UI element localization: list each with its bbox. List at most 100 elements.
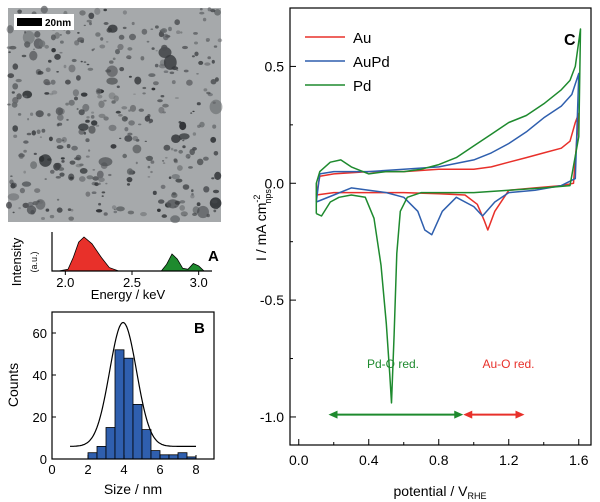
nanoparticle — [39, 154, 52, 167]
nanoparticle — [21, 54, 27, 58]
nanoparticle — [206, 213, 210, 218]
nanoparticle — [121, 106, 128, 110]
nanoparticle — [122, 153, 127, 159]
nanoparticle — [169, 71, 175, 75]
panel-c-x-axis-text: potential / VRHE — [394, 483, 487, 501]
x-tick-label: 1.6 — [569, 452, 589, 468]
nanoparticle — [186, 79, 193, 86]
legend-item-au: Au — [305, 30, 371, 47]
nanoparticle — [205, 38, 210, 42]
nanoparticle — [132, 136, 139, 141]
x-axis-label-subscript: RHE — [467, 491, 486, 501]
histogram-bar — [87, 452, 98, 460]
nanoparticle — [103, 22, 109, 25]
nanoparticle — [210, 79, 217, 85]
nanoparticle — [23, 149, 27, 153]
nanoparticle — [85, 138, 90, 143]
nanoparticle — [142, 92, 146, 95]
y-axis-label-superscript: -2 — [252, 195, 262, 203]
panel-b-y-axis-label: Counts — [5, 363, 21, 407]
nanoparticle — [50, 169, 55, 174]
nanoparticle — [86, 175, 94, 180]
nanoparticle — [211, 199, 218, 204]
nanoparticle — [76, 75, 81, 81]
scale-bar — [17, 18, 42, 26]
nanoparticle — [44, 81, 51, 86]
nanoparticle — [75, 163, 83, 168]
nanoparticle — [158, 199, 165, 204]
nanoparticle — [12, 63, 19, 70]
nanoparticle — [45, 208, 50, 212]
nanoparticle — [70, 208, 74, 212]
nanoparticle — [153, 81, 159, 86]
nanoparticle — [196, 73, 199, 75]
nanoparticle — [170, 215, 181, 224]
nanoparticle — [174, 200, 181, 205]
nanoparticle — [162, 111, 166, 114]
annotation-arrowhead-right-2 — [515, 410, 525, 419]
nanoparticle — [87, 67, 94, 71]
nanoparticle — [127, 132, 133, 136]
nanoparticle — [165, 202, 168, 204]
nanoparticle — [65, 102, 69, 106]
nanoparticle — [77, 31, 80, 34]
nanoparticle — [7, 73, 15, 79]
y-tick-label: -1.0 — [260, 409, 284, 425]
nanoparticle — [214, 171, 222, 180]
panel-a-label: A — [208, 248, 219, 265]
tem-image: 20nm — [6, 5, 223, 224]
scale-bar-label: 20nm — [45, 18, 71, 29]
nanoparticle — [171, 80, 176, 85]
y-tick-label: -0.5 — [260, 292, 284, 308]
nanoparticle — [66, 144, 71, 149]
nanoparticle — [56, 145, 64, 150]
annotation-arrowhead-left-2 — [463, 410, 473, 419]
y-tick-label: 0.0 — [265, 175, 285, 191]
nanoparticle — [98, 113, 106, 118]
nanoparticle — [106, 77, 118, 85]
nanoparticle — [213, 151, 219, 156]
nanoparticle — [57, 114, 64, 121]
nanoparticle — [175, 178, 183, 183]
nanoparticle — [161, 214, 167, 218]
nanoparticle — [196, 158, 204, 166]
nanoparticle — [12, 125, 18, 132]
nanoparticle — [67, 208, 72, 212]
nanoparticle — [124, 135, 133, 142]
nanoparticle — [92, 176, 99, 181]
histogram-bar — [123, 357, 134, 460]
nanoparticle — [206, 91, 211, 95]
nanoparticle — [82, 103, 90, 112]
nanoparticle — [105, 41, 109, 43]
nanoparticle — [180, 211, 188, 217]
legend-item-pd: Pd — [305, 78, 371, 95]
nanoparticle — [65, 30, 71, 35]
nanoparticle — [122, 26, 127, 30]
nanoparticle — [6, 201, 12, 209]
nanoparticle — [163, 144, 171, 151]
edx-spectrum — [58, 236, 205, 272]
nanoparticle — [89, 22, 92, 26]
nanoparticle — [203, 186, 210, 193]
annotation-arrowhead-right-1 — [454, 410, 464, 419]
nanoparticle — [134, 76, 142, 85]
nanoparticle — [55, 176, 61, 179]
nanoparticle — [126, 183, 131, 186]
nanoparticle — [105, 182, 108, 185]
nanoparticle — [119, 67, 125, 72]
nanoparticle — [85, 191, 91, 197]
histogram-bar — [141, 429, 152, 460]
nanoparticle — [199, 11, 205, 15]
histogram-bar — [159, 454, 170, 460]
nanoparticle — [212, 124, 217, 129]
nanoparticle — [174, 97, 179, 99]
panel-b: B 0 2 4 6 8 0 20 40 60 Size / nm Counts — [5, 311, 215, 497]
nanoparticle — [27, 201, 34, 207]
nanoparticle — [182, 139, 185, 142]
nanoparticle — [48, 59, 52, 63]
nanoparticle — [108, 173, 112, 177]
nanoparticle — [191, 55, 195, 58]
nanoparticle — [86, 116, 90, 119]
nanoparticle — [17, 9, 22, 14]
nanoparticle — [18, 153, 26, 158]
